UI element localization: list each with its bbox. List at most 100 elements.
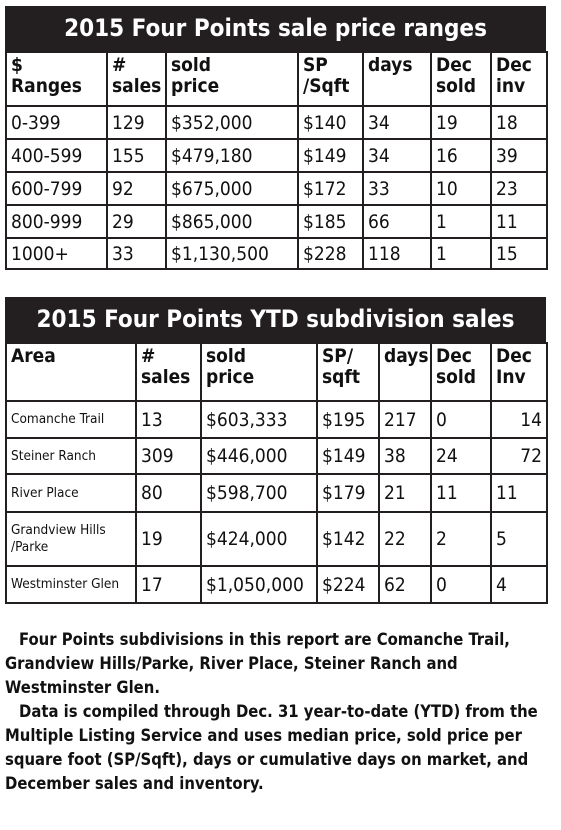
cell: Westminster Glen <box>5 565 137 604</box>
cell: 18 <box>490 105 548 140</box>
cell: $224 <box>316 565 380 604</box>
row: 0-399 129 $352,000 $140 34 19 18 <box>5 105 548 140</box>
cell: $598,700 <box>200 473 318 513</box>
table-title: 2015 Four Points sale price ranges <box>5 6 546 51</box>
row: Grandview Hills /Parke 19 $424,000 $142 22 2 5 <box>5 511 548 567</box>
cell: 13 <box>135 400 202 439</box>
cell: 2 <box>430 511 492 567</box>
header-cell: Dec sold <box>430 51 492 107</box>
header-cell: SP /Sqft <box>297 51 364 107</box>
cell: $603,333 <box>200 400 318 439</box>
cell: 0-399 <box>5 105 108 140</box>
cell: 19 <box>430 105 492 140</box>
cell: 1 <box>430 204 492 239</box>
cell: 33 <box>106 237 167 270</box>
row: 800-999 29 $865,000 $185 66 1 11 <box>5 204 548 239</box>
cell: 17 <box>135 565 202 604</box>
header-cell: Area <box>5 342 137 402</box>
cell: 217 <box>378 400 432 439</box>
row: 600-799 92 $675,000 $172 33 10 23 <box>5 171 548 206</box>
cell: 80 <box>135 473 202 513</box>
cell: $352,000 <box>165 105 299 140</box>
cell: $140 <box>297 105 364 140</box>
header-cell: days <box>378 342 432 402</box>
cell: $142 <box>316 511 380 567</box>
header-cell: SP/ sqft <box>316 342 380 402</box>
header-cell: sold price <box>200 342 318 402</box>
cell: 118 <box>362 237 432 270</box>
cell: 34 <box>362 138 432 173</box>
cell: 155 <box>106 138 167 173</box>
cell: 0 <box>430 565 492 604</box>
cell: 11 <box>490 204 548 239</box>
note: Four Points subdivisions in this report … <box>5 630 510 697</box>
cell: 15 <box>490 237 548 270</box>
cell: 22 <box>378 511 432 567</box>
price-range-table: 2015 Four Points sale price ranges $ Ran… <box>5 6 548 270</box>
cell: $1,050,000 <box>200 565 318 604</box>
cell: 39 <box>490 138 548 173</box>
cell: 1000+ <box>5 237 108 270</box>
cell: $195 <box>316 400 380 439</box>
cell: Steiner Ranch <box>5 437 137 475</box>
header-cell: Dec sold <box>430 342 492 402</box>
header-cell: Dec inv <box>490 51 548 107</box>
cell: 309 <box>135 437 202 475</box>
cell: 16 <box>430 138 492 173</box>
cell: $1,130,500 <box>165 237 299 270</box>
row: 400-599 155 $479,180 $149 34 16 39 <box>5 138 548 173</box>
cell: 66 <box>362 204 432 239</box>
cell: 5 <box>490 511 548 567</box>
cell: $675,000 <box>165 171 299 206</box>
cell: 0 <box>430 400 492 439</box>
row: 1000+ 33 $1,130,500 $228 118 1 15 <box>5 237 548 270</box>
cell: Comanche Trail <box>5 400 137 439</box>
cell: 29 <box>106 204 167 239</box>
header-cell: sold price <box>165 51 299 107</box>
header-cell: $ Ranges <box>5 51 108 107</box>
cell: 92 <box>106 171 167 206</box>
cell: $228 <box>297 237 364 270</box>
row: Westminster Glen 17 $1,050,000 $224 62 0 4 <box>5 565 548 604</box>
notes: Four Points subdivisions in this report … <box>5 628 550 796</box>
cell: 19 <box>135 511 202 567</box>
header-row: Area # sales sold price SP/ sqft days Dec sol… <box>5 342 548 402</box>
cell: 23 <box>490 171 548 206</box>
header-cell: # sales <box>135 342 202 402</box>
cell: $172 <box>297 171 364 206</box>
cell: 600-799 <box>5 171 108 206</box>
header-row: $ Ranges # sales sold price SP /Sqft days Dec… <box>5 51 548 107</box>
cell: 33 <box>362 171 432 206</box>
cell: $446,000 <box>200 437 318 475</box>
cell: $185 <box>297 204 364 239</box>
cell: Grandview Hills /Parke <box>5 511 137 567</box>
cell: 11 <box>430 473 492 513</box>
header-cell: # sales <box>106 51 167 107</box>
subdivision-table: 2015 Four Points YTD subdivision sales A… <box>5 297 548 604</box>
table-title: 2015 Four Points YTD subdivision sales <box>5 297 546 342</box>
header-cell: days <box>362 51 432 107</box>
cell: 4 <box>490 565 548 604</box>
row: Comanche Trail 13 $603,333 $195 217 0 14 <box>5 400 548 439</box>
cell: 14 <box>490 400 548 439</box>
cell: 10 <box>430 171 492 206</box>
row: River Place 80 $598,700 $179 21 11 11 <box>5 473 548 513</box>
table: Area # sales sold price SP/ sqft days Dec sol… <box>5 342 548 604</box>
cell: $479,180 <box>165 138 299 173</box>
cell: 24 <box>430 437 492 475</box>
cell: $149 <box>316 437 380 475</box>
cell: 62 <box>378 565 432 604</box>
header-cell: Dec Inv <box>490 342 548 402</box>
cell: $865,000 <box>165 204 299 239</box>
row: Steiner Ranch 309 $446,000 $149 38 24 72 <box>5 437 548 475</box>
cell: 800-999 <box>5 204 108 239</box>
cell: $149 <box>297 138 364 173</box>
cell: 21 <box>378 473 432 513</box>
table: $ Ranges # sales sold price SP /Sqft days Dec… <box>5 51 548 270</box>
note: Data is compiled through Dec. 31 year-to… <box>5 702 538 793</box>
cell: $424,000 <box>200 511 318 567</box>
cell: $179 <box>316 473 380 513</box>
cell: 129 <box>106 105 167 140</box>
cell: River Place <box>5 473 137 513</box>
